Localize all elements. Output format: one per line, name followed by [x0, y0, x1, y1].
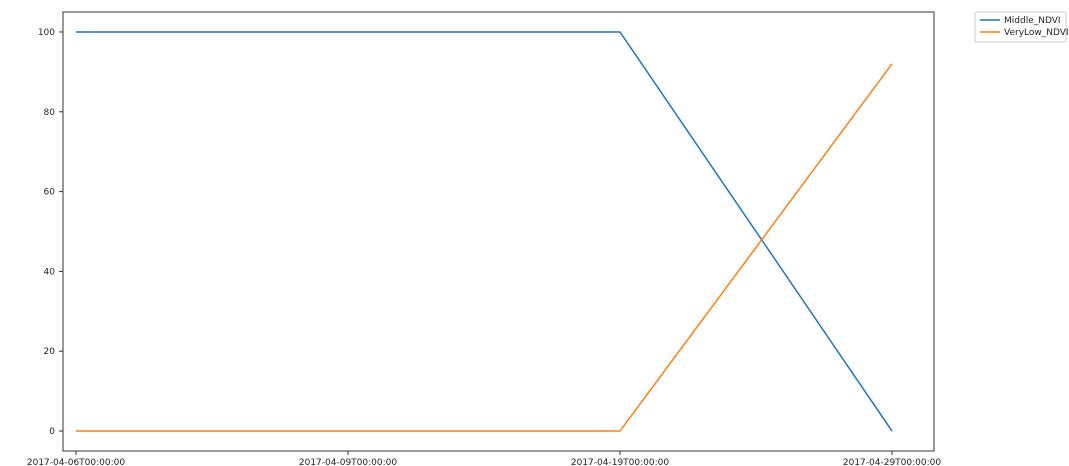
- legend-label: Middle_NDVI: [1004, 16, 1061, 26]
- legend-label: VeryLow_NDVI: [1004, 28, 1069, 38]
- x-tick-label: 2017-04-09T00:00:00: [299, 458, 397, 466]
- x-tick-label: 2017-04-29T00:00:00: [843, 458, 941, 466]
- series-line-verylow-ndvi: [76, 63, 893, 432]
- y-tick-label: 0: [49, 427, 55, 437]
- y-tick-label: 20: [44, 347, 56, 357]
- y-tick-label: 80: [44, 108, 56, 118]
- x-axis: 2017-04-06T00:00:00 2017-04-09T00:00:00 20…: [27, 451, 941, 466]
- x-tick-label: 2017-04-06T00:00:00: [27, 458, 125, 466]
- series-layer: [76, 31, 893, 432]
- series-line-middle-ndvi: [76, 31, 893, 432]
- legend: Middle_NDVI VeryLow_NDVI: [974, 11, 1069, 43]
- x-tick-label: 2017-04-19T00:00:00: [571, 458, 669, 466]
- plot-frame: [62, 11, 935, 452]
- y-tick-label: 100: [38, 28, 55, 38]
- y-tick-label: 60: [44, 188, 56, 198]
- y-tick-label: 40: [44, 267, 56, 277]
- y-axis: 0 20 40 60 80 100: [38, 28, 63, 437]
